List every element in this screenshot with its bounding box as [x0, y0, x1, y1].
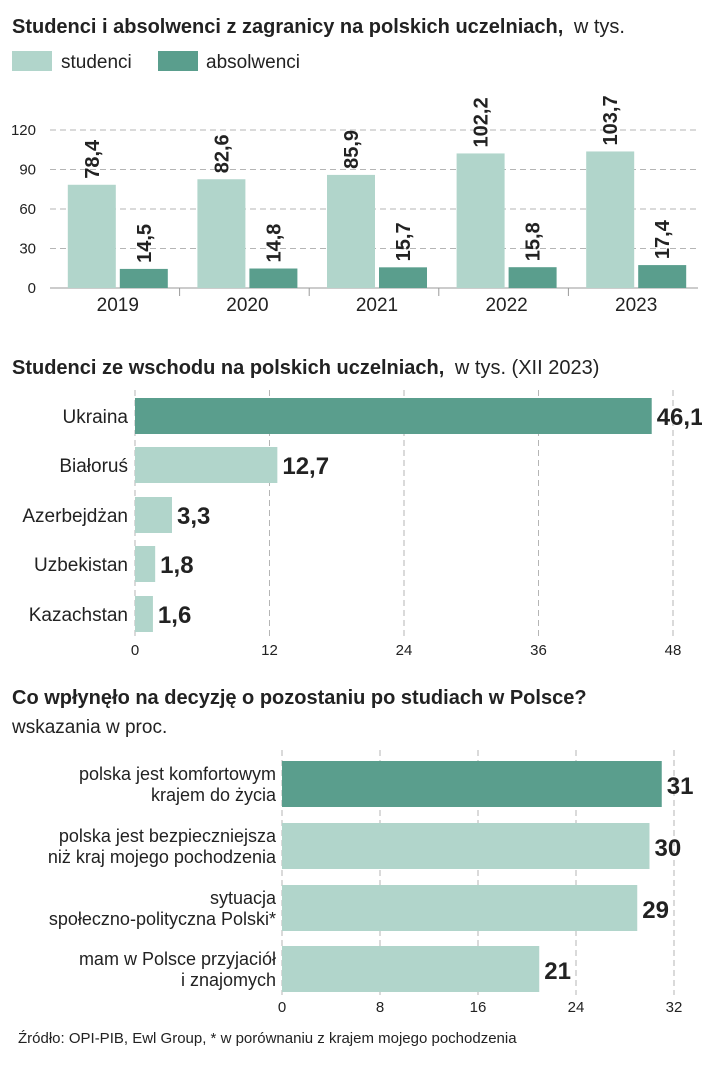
data-label-studenci-2023: 103,7: [600, 95, 622, 145]
category-label: Kazachstan: [29, 605, 128, 626]
category-label: polska jest bezpieczniejsza: [59, 826, 277, 846]
bar-reason-3: [282, 885, 638, 931]
category-label: Białoruś: [59, 456, 128, 477]
x-tick-label: 24: [396, 642, 413, 659]
data-label-absolwenci-2022: 15,8: [523, 222, 545, 261]
source-note: Źródło: OPI-PIB, Ewl Group, * w porównan…: [18, 1030, 517, 1047]
data-label-reason-4: 21: [544, 958, 571, 985]
x-tick-label: 2020: [226, 295, 268, 316]
data-label-Białoruś: 12,7: [282, 453, 329, 480]
data-label-reason-1: 31: [667, 773, 694, 800]
data-label-reason-2: 30: [655, 835, 682, 862]
data-label-studenci-2019: 78,4: [82, 139, 104, 179]
y-tick-label: 60: [19, 201, 36, 218]
data-label-absolwenci-2021: 15,7: [393, 222, 415, 261]
bar-studenci-2019: [67, 184, 116, 288]
svg-text:Studenci ze wschodu na polskic: Studenci ze wschodu na polskich uczelnia…: [12, 357, 599, 379]
category-label: polska jest komfortowym: [79, 764, 276, 784]
bar-absolwenci-2023: [638, 265, 687, 288]
data-label-Kazachstan: 1,6: [158, 602, 191, 629]
x-tick-label: 2019: [97, 295, 139, 316]
category-label: niż kraj mojego pochodzenia: [48, 847, 277, 867]
x-tick-label: 48: [665, 642, 682, 659]
bar-reason-2: [282, 823, 650, 869]
svg-text:Studenci i absolwenci z zagran: Studenci i absolwenci z zagranicy na pol…: [12, 16, 625, 38]
x-tick-label: 16: [470, 999, 487, 1016]
x-tick-label: 2022: [485, 295, 527, 316]
data-label-absolwenci-2020: 14,8: [263, 224, 285, 263]
bar-absolwenci-2019: [119, 268, 168, 288]
legend-swatch-studenci: [12, 51, 52, 71]
bar-Kazachstan: [135, 596, 153, 632]
chart1-subtitle: w tys.: [573, 16, 625, 38]
category-label: Azerbejdżan: [22, 506, 128, 527]
category-label: społeczno-polityczna Polski*: [49, 909, 276, 929]
y-tick-label: 30: [19, 241, 36, 258]
legend-label-studenci: studenci: [61, 52, 132, 73]
bar-absolwenci-2020: [249, 268, 298, 288]
category-label: Uzbekistan: [34, 555, 128, 576]
bar-absolwenci-2022: [508, 267, 557, 288]
data-label-studenci-2020: 82,6: [211, 134, 233, 173]
bar-Azerbejdżan: [135, 497, 172, 533]
bar-studenci-2022: [456, 153, 505, 288]
data-label-studenci-2021: 85,9: [341, 130, 363, 169]
x-tick-label: 8: [376, 999, 384, 1016]
category-label: Ukraina: [63, 407, 129, 428]
data-label-Azerbejdżan: 3,3: [177, 503, 210, 530]
y-tick-label: 0: [28, 280, 36, 297]
data-label-absolwenci-2019: 14,5: [134, 224, 156, 263]
bar-Białoruś: [135, 447, 278, 483]
y-tick-label: 120: [11, 122, 36, 139]
data-label-absolwenci-2023: 17,4: [652, 219, 674, 259]
data-label-Ukraina: 46,1: [657, 404, 702, 431]
chart1-title: Studenci i absolwenci z zagranicy na pol…: [12, 16, 563, 38]
chart1-plot: 0 30 60 90 120 78,4 14,5 2019 82,6 14,8 2020 85,9 15…: [11, 95, 698, 316]
category-label: i znajomych: [181, 970, 276, 990]
x-tick-label: 32: [666, 999, 683, 1016]
x-tick-label: 2023: [615, 295, 657, 316]
x-tick-label: 24: [568, 999, 585, 1016]
bar-studenci-2020: [197, 179, 246, 288]
data-label-reason-3: 29: [642, 897, 669, 924]
bar-absolwenci-2021: [379, 267, 427, 288]
x-tick-label: 0: [278, 999, 286, 1016]
x-tick-label: 36: [530, 642, 547, 659]
data-label-studenci-2022: 102,2: [471, 97, 493, 147]
chart2-title: Studenci ze wschodu na polskich uczelnia…: [12, 357, 444, 379]
bar-reason-4: [282, 946, 540, 992]
data-label-Uzbekistan: 1,8: [160, 552, 193, 579]
x-tick-label: 2021: [356, 295, 398, 316]
bar-reason-1: [282, 761, 662, 807]
x-tick-label: 0: [131, 642, 139, 659]
category-label: sytuacja: [210, 888, 277, 908]
bar-Ukraina: [135, 398, 652, 434]
bar-studenci-2021: [327, 174, 375, 288]
legend-label-absolwenci: absolwenci: [206, 52, 300, 73]
chart2-plot: 0 12 24 36 48 Ukraina 46,1 Białoruś 12,7 Azerbejd…: [22, 390, 702, 659]
category-label: mam w Polsce przyjaciół: [79, 949, 276, 969]
legend-swatch-absolwenci: [158, 51, 198, 71]
bar-Uzbekistan: [135, 546, 156, 582]
chart2-subtitle: w tys. (XII 2023): [454, 357, 600, 379]
category-label: krajem do życia: [151, 785, 277, 805]
chart3-title: Co wpłynęło na decyzję o pozostaniu po s…: [12, 687, 587, 709]
bar-studenci-2023: [586, 151, 635, 288]
y-tick-label: 90: [19, 162, 36, 179]
x-tick-label: 12: [261, 642, 278, 659]
chart3-subtitle: wskazania w proc.: [11, 717, 167, 738]
